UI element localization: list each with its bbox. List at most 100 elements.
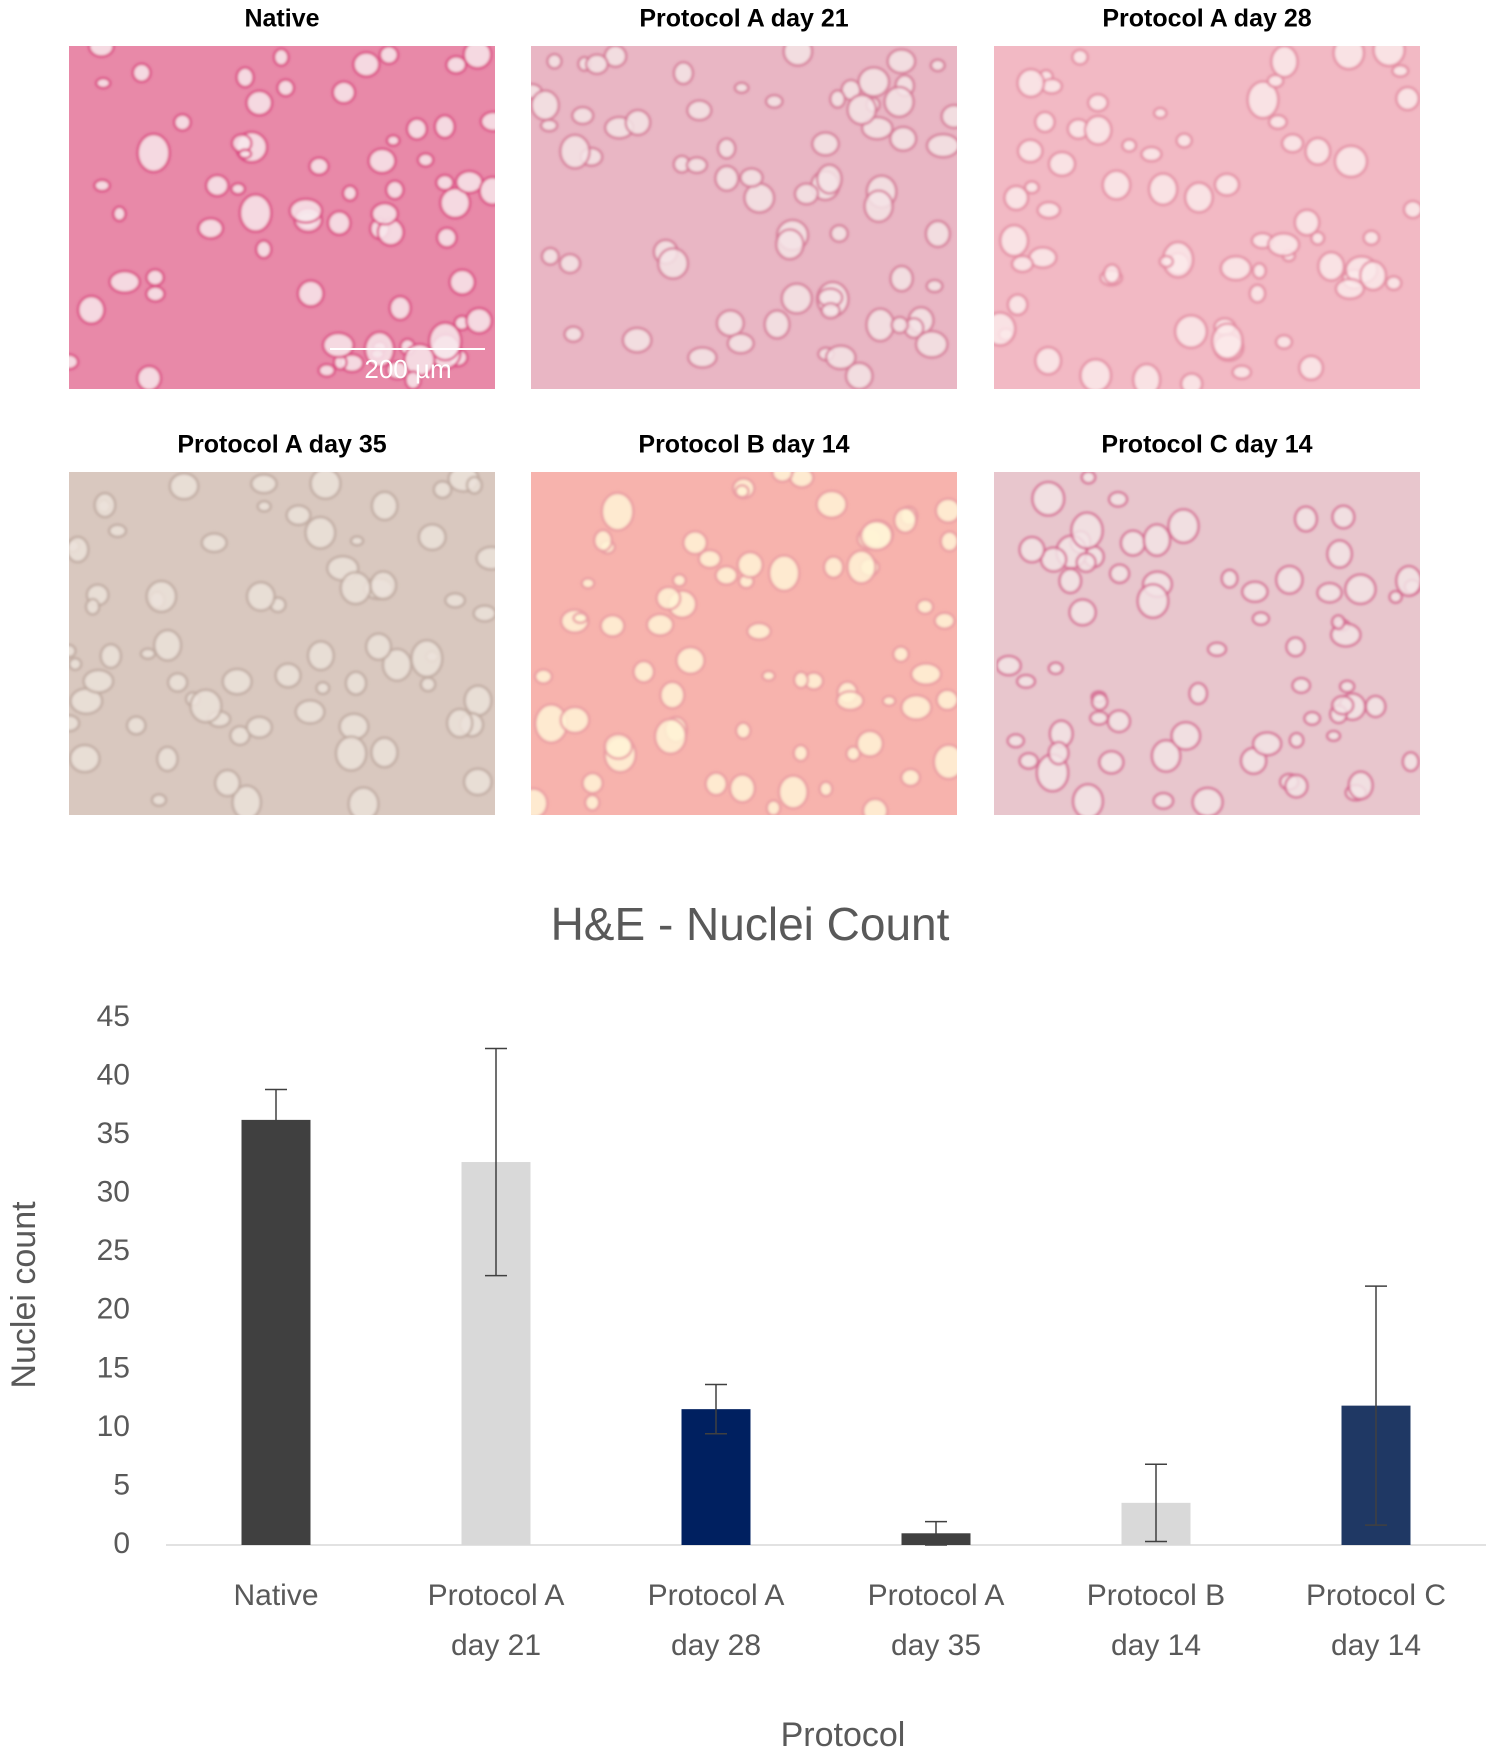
cell (824, 344, 857, 371)
cell (1098, 750, 1125, 775)
cell (1173, 314, 1209, 349)
cell (889, 125, 918, 152)
cell (1016, 68, 1046, 99)
cell (1372, 46, 1406, 68)
cell (326, 210, 352, 236)
cell (829, 224, 849, 243)
cell (1090, 692, 1109, 711)
cell (69, 353, 80, 371)
micrograph (69, 46, 495, 389)
cell (1003, 184, 1030, 212)
cell (1326, 729, 1342, 742)
cell (1023, 180, 1040, 195)
cell (465, 475, 483, 495)
cell (1274, 334, 1294, 350)
cell (782, 46, 814, 67)
cell (205, 173, 230, 198)
cell (603, 732, 634, 760)
cell (245, 581, 276, 612)
cell (743, 182, 776, 214)
cell (444, 592, 467, 609)
cell (231, 784, 263, 815)
cell (404, 370, 422, 389)
cell (1331, 504, 1356, 530)
cell (136, 132, 171, 174)
cell (1251, 611, 1271, 626)
cell (1210, 322, 1244, 361)
cell (583, 793, 601, 812)
cell (934, 497, 957, 524)
cell (632, 659, 656, 684)
y-tick-label: 35 (97, 1117, 130, 1150)
y-axis-label: Nuclei count (5, 1201, 43, 1389)
cell (1175, 132, 1193, 149)
cell (454, 170, 484, 195)
cell (131, 62, 152, 83)
cell (925, 278, 944, 294)
cell (563, 325, 584, 343)
cell (173, 113, 192, 132)
cell (593, 528, 614, 553)
cell (861, 797, 889, 815)
cell (881, 694, 897, 707)
cell (1089, 710, 1110, 726)
cell (924, 219, 951, 249)
x-axis-label: Protocol (781, 1716, 906, 1754)
cell (77, 294, 106, 325)
cell (145, 285, 166, 303)
cell (1136, 582, 1170, 619)
y-tick-label: 40 (97, 1058, 130, 1091)
cell (1142, 523, 1172, 557)
cell (1150, 739, 1182, 773)
cell (331, 80, 357, 105)
cell (1106, 709, 1132, 734)
cell (1158, 254, 1175, 269)
cell (272, 47, 290, 67)
cell (276, 78, 296, 98)
cell (1018, 752, 1039, 770)
cell (352, 51, 381, 78)
cell (1070, 511, 1104, 550)
cell (364, 632, 393, 661)
cell (309, 472, 342, 501)
cell (344, 670, 368, 696)
cell (166, 672, 189, 693)
micrograph-texture (69, 472, 495, 815)
cell (682, 530, 709, 556)
bar (241, 1119, 311, 1545)
cell (925, 132, 957, 159)
y-tick-label: 10 (97, 1410, 130, 1443)
cell (1108, 563, 1131, 584)
cell (1317, 250, 1346, 282)
cell (886, 48, 917, 75)
cell (531, 89, 560, 122)
cell (256, 499, 272, 513)
cell (1080, 472, 1097, 485)
cell (1016, 138, 1044, 164)
cell (883, 85, 915, 119)
cell (697, 548, 723, 570)
cell (734, 721, 752, 740)
cell (84, 597, 101, 616)
cell (929, 58, 946, 73)
panel-title: Native (244, 5, 319, 33)
cell (1347, 770, 1374, 801)
cell (1331, 695, 1355, 716)
cell (845, 745, 862, 762)
cell (472, 604, 495, 623)
cell (230, 182, 246, 196)
cell (1332, 46, 1366, 71)
cell (317, 363, 336, 378)
cell (445, 707, 474, 739)
cell (671, 573, 687, 588)
cell (1213, 172, 1241, 197)
cell (811, 131, 840, 157)
cell (999, 223, 1030, 258)
y-tick-label: 45 (97, 1000, 130, 1033)
cell (1316, 582, 1343, 604)
cell (1275, 564, 1304, 595)
cell (855, 729, 885, 758)
cell (1034, 345, 1063, 376)
